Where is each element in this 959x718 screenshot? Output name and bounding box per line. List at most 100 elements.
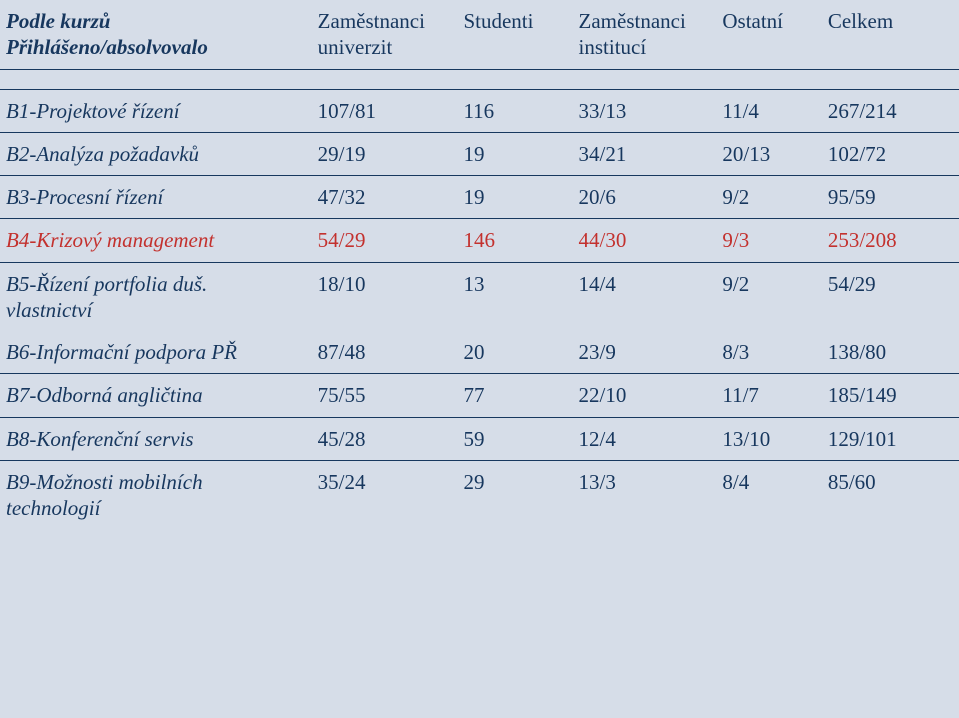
cell-c2: 19 — [457, 176, 572, 219]
table-row: B3-Procesní řízení 47/32 19 20/6 9/2 95/59 — [0, 176, 959, 219]
cell-value: 107/81 — [318, 99, 376, 123]
cell-value: 77 — [463, 383, 484, 407]
table-header: Podle kurzů Přihlášeno/absolvovalo Zaměs… — [0, 0, 959, 89]
cell-c4: 11/4 — [716, 89, 821, 132]
cell-value: 19 — [463, 142, 484, 166]
cell-value: 33/13 — [579, 99, 627, 123]
row-label-text: B5-Řízení portfolia duš. — [6, 272, 207, 296]
cell-c3: 22/10 — [573, 374, 717, 417]
header-c4: Ostatní — [722, 9, 783, 33]
cell-value: 19 — [463, 185, 484, 209]
cell-value: 102/72 — [828, 142, 886, 166]
cell-c2: 13 — [457, 262, 572, 331]
cell-value: 129/101 — [828, 427, 897, 451]
cell-value: 85/60 — [828, 470, 876, 494]
row-label-text: B3-Procesní řízení — [6, 185, 163, 209]
cell-c2: 77 — [457, 374, 572, 417]
cell-c2: 146 — [457, 219, 572, 262]
cell-value: 8/3 — [722, 340, 749, 364]
cell-value: 8/4 — [722, 470, 749, 494]
row-label: B7-Odborná angličtina — [0, 374, 312, 417]
cell-value: 13/10 — [722, 427, 770, 451]
cell-value: 47/32 — [318, 185, 366, 209]
cell-c3: 34/21 — [573, 132, 717, 175]
header-c3-line2: institucí — [579, 35, 647, 59]
header-c1-line1: Zaměstnanci — [318, 9, 425, 33]
cell-value: 20/6 — [579, 185, 616, 209]
table-row: B5-Řízení portfolia duš.vlastnictví18/10… — [0, 262, 959, 331]
cell-c5: 185/149 — [822, 374, 959, 417]
header-c2: Studenti — [463, 9, 533, 33]
cell-c2: 59 — [457, 417, 572, 460]
cell-value: 87/48 — [318, 340, 366, 364]
table-row: B7-Odborná angličtina75/55 77 22/1011/7 185… — [0, 374, 959, 417]
data-table: Podle kurzů Přihlášeno/absolvovalo Zaměs… — [0, 0, 959, 529]
table-body: B1-Projektové řízení107/81 116 33/13 11/4 26… — [0, 89, 959, 529]
header-col-0: Podle kurzů Přihlášeno/absolvovalo — [0, 0, 312, 69]
cell-value: 11/4 — [722, 99, 759, 123]
table-row: B9-Možnosti mobilníchtechnologií35/24291… — [0, 460, 959, 529]
header-c0-line2: Přihlášeno/absolvovalo — [6, 35, 208, 59]
cell-c5: 253/208 — [822, 219, 959, 262]
cell-c3: 14/4 — [573, 262, 717, 331]
cell-c4: 9/3 — [716, 219, 821, 262]
row-label: B2-Analýza požadavků — [0, 132, 312, 175]
cell-c3: 12/4 — [573, 417, 717, 460]
cell-value: 59 — [463, 427, 484, 451]
cell-c1: 18/10 — [312, 262, 458, 331]
cell-value: 23/9 — [579, 340, 616, 364]
cell-c4: 9/2 — [716, 176, 821, 219]
cell-value: 116 — [463, 99, 494, 123]
cell-c3: 20/6 — [573, 176, 717, 219]
cell-value: 13 — [463, 272, 484, 296]
table-row: B1-Projektové řízení107/81 116 33/13 11/4 26… — [0, 89, 959, 132]
header-c1-line2: univerzit — [318, 35, 393, 59]
header-col-5: Celkem — [822, 0, 959, 69]
header-c5: Celkem — [828, 9, 893, 33]
cell-c1: 107/81 — [312, 89, 458, 132]
row-label-text: B9-Možnosti mobilních — [6, 470, 203, 494]
row-label: B1-Projektové řízení — [0, 89, 312, 132]
cell-value: 185/149 — [828, 383, 897, 407]
cell-value: 95/59 — [828, 185, 876, 209]
cell-value: 11/7 — [722, 383, 759, 407]
cell-value: 29/19 — [318, 142, 366, 166]
cell-c1: 87/48 — [312, 331, 458, 374]
cell-value: 75/55 — [318, 383, 366, 407]
cell-c2: 116 — [457, 89, 572, 132]
cell-value: 138/80 — [828, 340, 886, 364]
cell-value: 9/3 — [722, 228, 749, 252]
cell-value: 54/29 — [318, 228, 366, 252]
table-row: B4-Krizový management54/29 146 44/30 9/3 253… — [0, 219, 959, 262]
cell-c4: 8/4 — [716, 460, 821, 529]
header-c3-line1: Zaměstnanci — [579, 9, 686, 33]
cell-c1: 47/32 — [312, 176, 458, 219]
cell-c5: 85/60 — [822, 460, 959, 529]
cell-value: 267/214 — [828, 99, 897, 123]
cell-c1: 45/28 — [312, 417, 458, 460]
cell-c4: 11/7 — [716, 374, 821, 417]
cell-c4: 20/13 — [716, 132, 821, 175]
header-col-2: Studenti — [457, 0, 572, 69]
row-label: B3-Procesní řízení — [0, 176, 312, 219]
cell-c2: 20 — [457, 331, 572, 374]
cell-value: 20/13 — [722, 142, 770, 166]
row-label-text-line2: vlastnictví — [6, 298, 92, 322]
row-label: B9-Možnosti mobilníchtechnologií — [0, 460, 312, 529]
row-label: B6-Informační podpora PŘ — [0, 331, 312, 374]
cell-value: 253/208 — [828, 228, 897, 252]
cell-c3: 33/13 — [573, 89, 717, 132]
cell-value: 54/29 — [828, 272, 876, 296]
cell-value: 44/30 — [579, 228, 627, 252]
cell-value: 29 — [463, 470, 484, 494]
row-label-text: B8-Konferenční servis — [6, 427, 194, 451]
header-c0-line1: Podle kurzů — [6, 9, 110, 33]
table-row: B8-Konferenční servis 45/2859 12/413/10 129… — [0, 417, 959, 460]
row-label: B4-Krizový management — [0, 219, 312, 262]
cell-c2: 29 — [457, 460, 572, 529]
cell-c4: 13/10 — [716, 417, 821, 460]
cell-c4: 9/2 — [716, 262, 821, 331]
cell-c3: 44/30 — [573, 219, 717, 262]
cell-c5: 54/29 — [822, 262, 959, 331]
row-label: B5-Řízení portfolia duš.vlastnictví — [0, 262, 312, 331]
